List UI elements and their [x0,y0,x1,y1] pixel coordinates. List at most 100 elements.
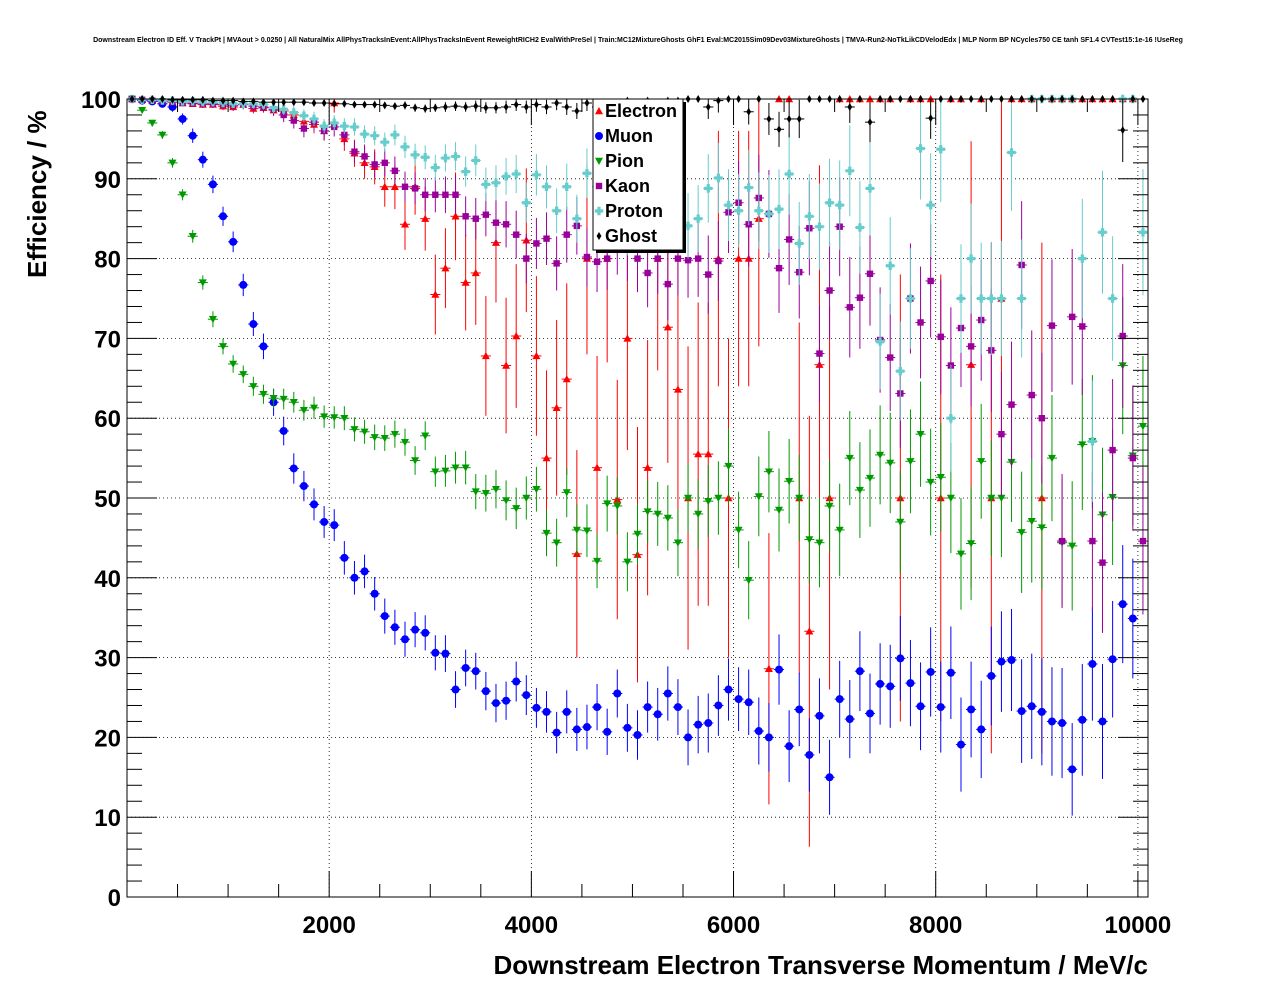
marker [552,728,561,737]
data-point [450,101,461,111]
series-muon [127,95,1138,816]
marker [805,750,814,759]
marker [643,508,652,516]
data-point [217,338,229,355]
marker [815,711,824,720]
data-point [137,106,148,115]
data-point [773,169,785,250]
data-point [915,381,926,487]
data-point [511,210,522,259]
data-point [945,364,956,472]
data-point [238,273,249,297]
data-point [258,333,269,360]
legend-marker-muon [595,132,603,140]
data-point [389,609,400,645]
data-point [996,371,1007,497]
marker [502,497,511,505]
data-point [844,679,855,759]
marker [1017,294,1026,303]
marker [1129,454,1137,462]
data-point [410,172,421,205]
data-point [773,111,785,147]
data-point [511,264,522,408]
y-tick-label: 90 [94,167,121,194]
marker [441,649,450,658]
data-point [1067,481,1078,611]
data-point [693,478,704,550]
legend-marker-electron [595,107,603,115]
data-point [308,98,320,107]
marker [289,108,298,117]
marker [744,183,753,192]
marker [300,125,308,132]
data-point [1026,459,1037,583]
data-point [592,533,603,589]
marker [522,691,531,700]
marker [330,521,339,530]
marker [544,102,549,111]
data-point [430,254,441,335]
data-point [1057,667,1068,779]
data-point [834,660,845,738]
marker [542,707,551,716]
marker [461,278,470,286]
marker [684,494,693,502]
marker [1047,454,1056,463]
marker [542,182,551,191]
data-point [379,598,390,634]
marker [350,122,359,132]
marker [1119,332,1126,340]
marker [391,167,399,175]
marker [936,703,945,712]
data-point [521,182,532,223]
marker [825,502,834,510]
marker [815,539,824,547]
marker [208,180,217,189]
marker [816,350,823,357]
data-point [460,196,471,237]
data-point [1117,99,1128,163]
y-tick-label: 30 [94,646,121,673]
marker [764,209,774,219]
data-point [976,680,987,779]
marker [562,489,571,497]
data-point [248,312,259,337]
data-point [713,221,724,301]
data-point [703,154,714,223]
marker [582,169,592,178]
data-point [854,631,865,712]
marker [805,627,814,635]
marker [784,169,794,179]
marker [190,95,196,104]
marker [603,727,612,736]
data-point [490,200,502,246]
data-point [773,468,785,552]
marker [310,500,319,509]
data-point [450,142,461,171]
marker [744,576,753,585]
data-point [157,130,168,139]
marker [341,131,348,139]
marker [441,153,450,163]
data-point [1006,99,1017,211]
data-point [723,658,734,721]
data-point [268,98,279,107]
marker [360,129,369,139]
data-point [511,99,522,111]
marker [320,517,329,526]
data-point [966,203,977,314]
data-point [460,156,471,187]
y-tick-label: 80 [94,247,121,274]
marker [906,458,915,466]
marker [311,98,317,107]
marker [1078,254,1087,263]
marker [704,719,713,728]
marker [400,142,410,152]
marker [148,119,157,127]
data-point [935,422,946,532]
marker [1099,559,1106,566]
data-point [763,174,774,254]
marker [633,530,642,538]
data-point [814,305,825,402]
marker [532,170,541,180]
